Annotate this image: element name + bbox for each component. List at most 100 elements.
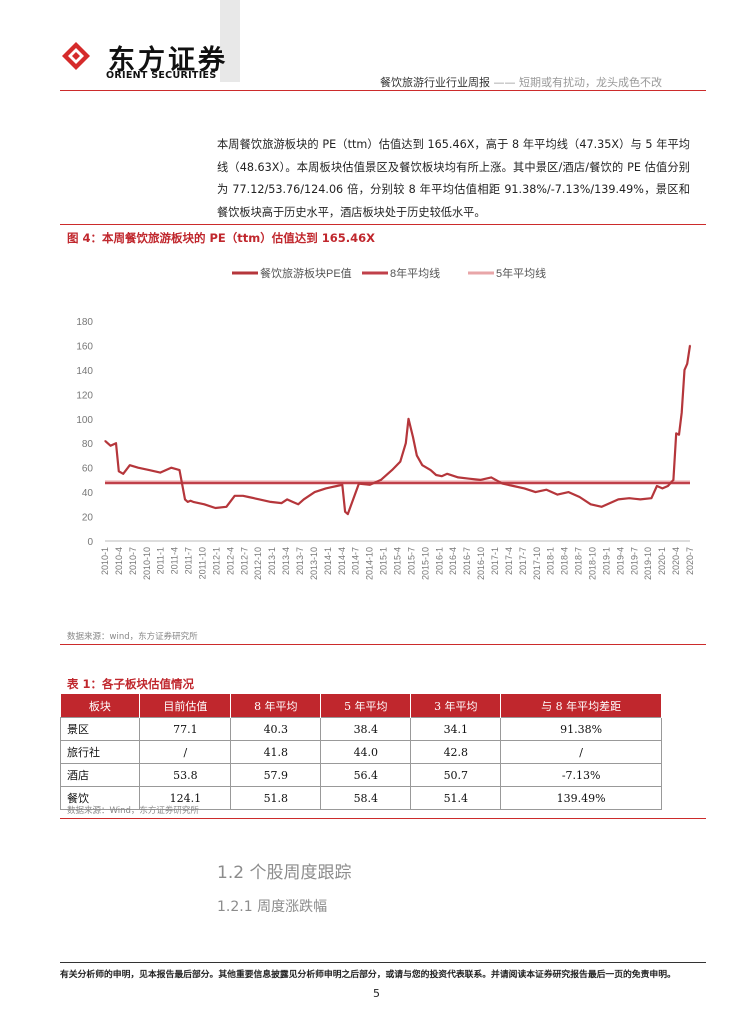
pe-data-point: [689, 344, 691, 346]
table-cell: -7.13%: [500, 763, 662, 787]
pe-data-point: [347, 513, 349, 515]
column-header: 8 年平均: [230, 694, 322, 718]
pe-data-point: [617, 498, 619, 500]
table-row: 旅行社 / 41.8 44.0 42.8 /: [59, 740, 662, 764]
figure-top-divider: [60, 224, 706, 225]
pe-data-point: [109, 445, 112, 447]
valuation-table: 板块 目前估值 8 年平均 5 年平均 3 年平均 与 8 年平均差距 景区 7…: [59, 694, 662, 810]
pe-data-point: [270, 501, 272, 503]
y-tick-label: 40: [82, 488, 94, 499]
pe-data-point: [457, 476, 459, 478]
pe-data-point: [178, 469, 181, 471]
pe-data-point: [234, 495, 236, 497]
pe-data-point: [678, 434, 680, 436]
table-header-row: 板块 目前估值 8 年平均 5 年平均 3 年平均 与 8 年平均差距: [60, 694, 662, 718]
report-subtitle: 短期或有扰动，龙头成色不改: [519, 76, 662, 89]
pe-data-point: [330, 486, 332, 488]
table-cell: /: [500, 740, 662, 764]
section-heading: 1.2 个股周度跟踪: [217, 863, 352, 883]
pe-data-point: [314, 491, 316, 493]
pe-data-point: [292, 501, 294, 503]
x-tick-label: 2019-10: [643, 547, 653, 580]
table-cell: 38.4: [320, 717, 412, 741]
x-tick-label: 2019-1: [601, 547, 611, 575]
x-tick-label: 2010-10: [142, 547, 152, 580]
pe-data-point: [115, 442, 117, 444]
pe-data-point: [683, 369, 686, 371]
x-tick-label: 2015-7: [406, 547, 416, 575]
x-tick-label: 2012-1: [211, 547, 221, 575]
x-tick-label: 2018-4: [560, 547, 570, 575]
figure-title: 图 4：本周餐饮旅游板块的 PE（ttm）估值达到 165.46X: [67, 231, 376, 245]
logo-text-cn: 东方证券: [108, 45, 228, 76]
x-tick-label: 2017-1: [490, 547, 500, 575]
pe-data-point: [391, 469, 393, 471]
pe-data-point: [416, 454, 418, 456]
table-cell: 77.1: [139, 717, 232, 741]
pe-data-point: [297, 503, 299, 505]
pe-data-point: [421, 464, 423, 466]
pe-data-point: [369, 484, 371, 486]
table-cell: 124.1: [139, 786, 232, 810]
pe-data-point: [430, 469, 432, 471]
x-tick-label: 2010-7: [128, 547, 138, 575]
pe-data-point: [405, 442, 407, 444]
table-cell: 51.8: [230, 786, 322, 810]
pe-data-point: [118, 470, 120, 472]
pe-data-point: [344, 511, 346, 513]
table-cell: 56.4: [320, 763, 412, 787]
table-cell: 34.1: [410, 717, 502, 741]
x-tick-label: 2014-7: [351, 547, 361, 575]
x-tick-label: 2015-1: [379, 547, 389, 575]
pe-data-point: [170, 467, 172, 469]
table-cell: 44.0: [320, 740, 412, 764]
x-tick-label: 2012-10: [253, 547, 263, 580]
x-tick-label: 2010-1: [100, 547, 110, 575]
pe-data-point: [639, 498, 641, 500]
pe-data-point: [628, 497, 630, 499]
pe-data-point: [523, 487, 525, 489]
y-tick-label: 20: [82, 513, 94, 524]
x-tick-label: 2020-1: [657, 547, 667, 575]
pe-data-point: [159, 472, 161, 474]
table-cell: 51.4: [410, 786, 502, 810]
pe-line-chart: 餐饮旅游板块PE值 8年平均线 5年平均线 0 20 40 60 80 100 120 140 16…: [76, 266, 695, 580]
pe-data-point: [612, 501, 614, 503]
x-tick-label: 2010-4: [114, 547, 124, 575]
x-tick-label: 2014-10: [365, 547, 375, 580]
pe-data-point: [512, 485, 514, 487]
x-tick-label: 2013-1: [267, 547, 277, 575]
y-axis: 0 20 40 60 80 100 120 140 160 180: [76, 317, 690, 548]
legend-label: 5年平均线: [496, 266, 546, 280]
pe-data-point: [399, 461, 401, 463]
x-tick-label: 2014-1: [323, 547, 333, 575]
pe-data-point: [225, 506, 227, 508]
x-tick-label: 2016-4: [448, 547, 458, 575]
x-tick-label: 2016-1: [434, 547, 444, 575]
pe-data-point: [104, 440, 106, 442]
x-tick-label: 2019-7: [629, 547, 639, 575]
pe-data-point: [412, 436, 414, 438]
pe-data-point: [568, 491, 570, 493]
column-header: 5 年平均: [320, 694, 412, 718]
table-cell: 旅行社: [59, 740, 141, 764]
table-cell: 42.8: [410, 740, 502, 764]
pe-data-point: [441, 475, 443, 477]
x-tick-label: 2013-7: [295, 547, 305, 575]
header-divider: [60, 90, 706, 91]
summary-paragraph: 本周餐饮旅游板块的 PE（ttm）估值达到 165.46X，高于 8 年平均线（…: [217, 138, 690, 219]
pe-data-point: [325, 487, 327, 489]
pe-data-point: [479, 479, 481, 481]
x-tick-label: 2013-10: [309, 547, 319, 580]
logo-text-en: ORIENT SECURITIES: [106, 70, 217, 81]
legend-label: 8年平均线: [390, 266, 440, 280]
x-tick-label: 2013-4: [281, 547, 291, 575]
pe-data-point: [435, 474, 437, 476]
pe-data-point: [148, 469, 150, 471]
x-tick-label: 2015-10: [420, 547, 430, 580]
column-header: 板块: [60, 694, 141, 718]
y-tick-label: 80: [82, 439, 94, 450]
table-cell: /: [139, 740, 232, 764]
table-bottom-divider: [60, 818, 706, 819]
column-header: 目前估值: [139, 694, 232, 718]
